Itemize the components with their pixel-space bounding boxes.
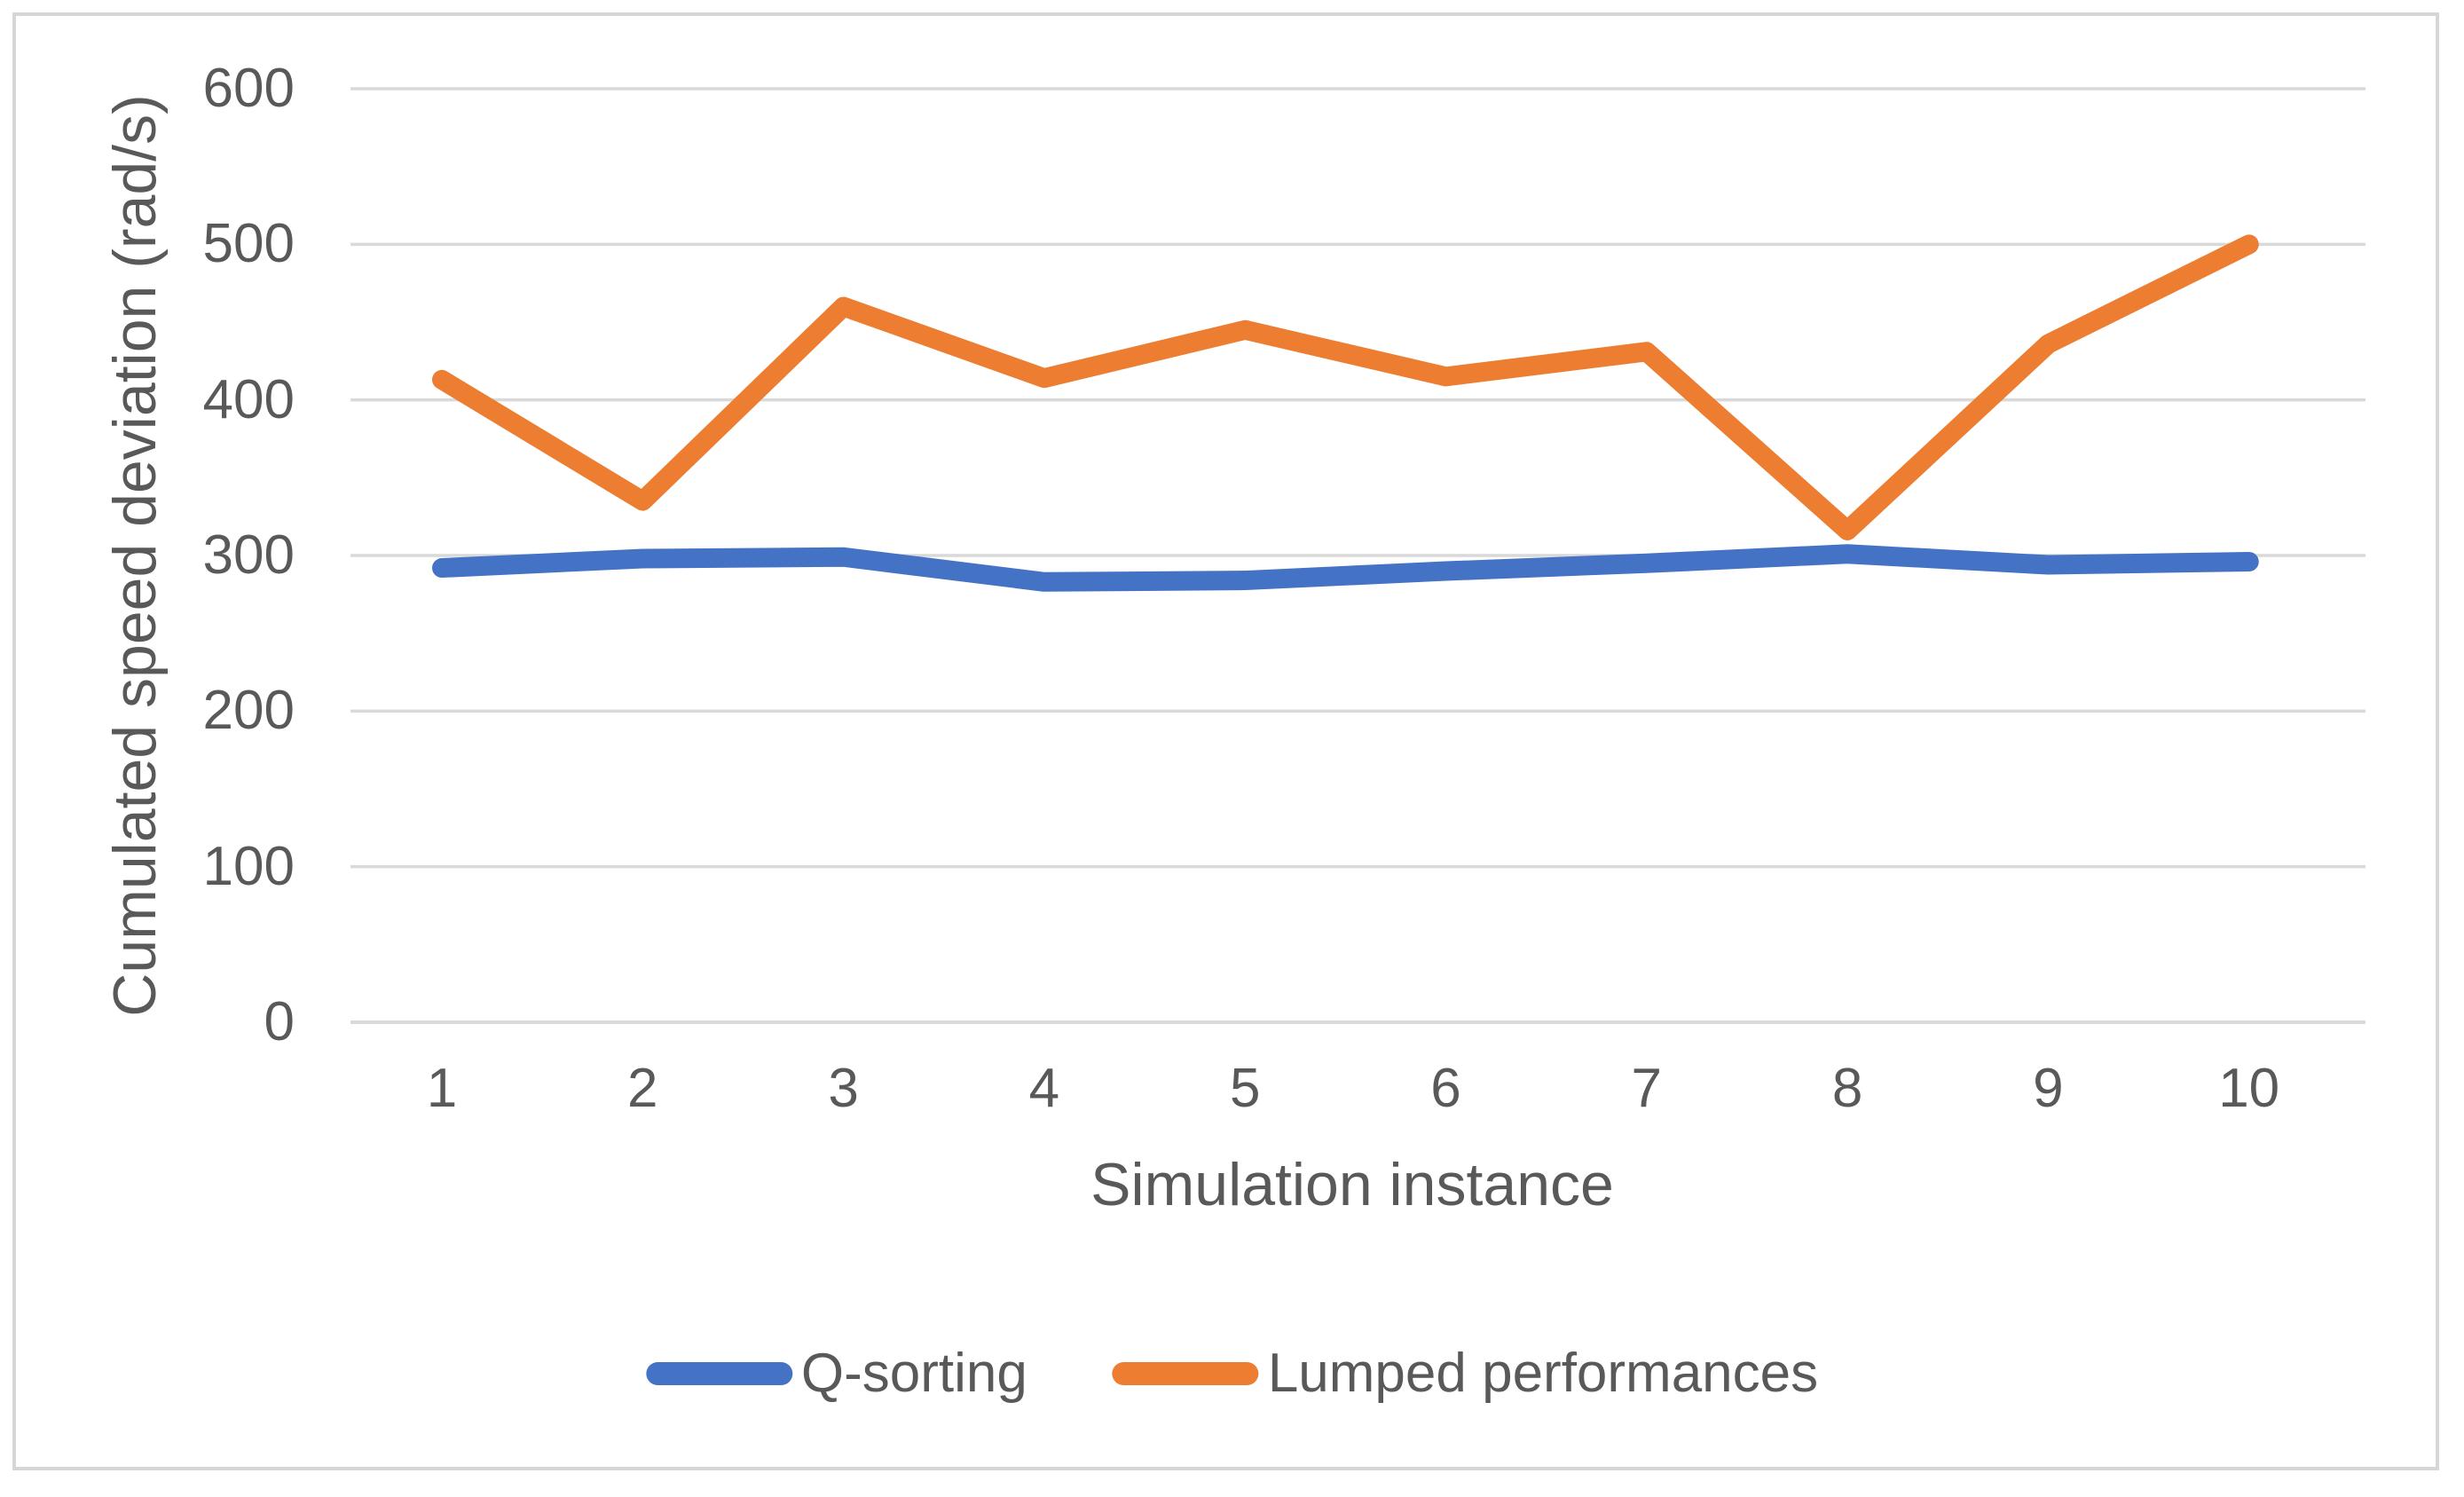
y-tick-label: 300 <box>202 524 295 586</box>
legend-swatch-icon <box>645 1361 792 1385</box>
x-tick-label: 2 <box>627 1058 658 1119</box>
x-tick-label: 6 <box>1430 1058 1461 1119</box>
x-axis-title: Simulation instance <box>1090 1151 1614 1218</box>
x-tick-label: 3 <box>828 1058 859 1119</box>
x-tick-label: 7 <box>1631 1058 1663 1119</box>
chart-frame <box>12 12 2439 1470</box>
x-tick-label: 9 <box>2033 1058 2064 1119</box>
legend: Q-sorting Lumped performances <box>645 1342 1819 1405</box>
x-tick-label: 1 <box>426 1058 458 1119</box>
series-line-lumped-performances <box>432 234 2259 540</box>
series-line-q-sorting <box>432 544 2259 592</box>
legend-item-q-sorting: Q-sorting <box>645 1342 1027 1405</box>
legend-label: Lumped performances <box>1267 1343 1819 1404</box>
y-tick-label: 100 <box>202 835 295 897</box>
y-tick-label: 200 <box>202 680 295 742</box>
legend-item-lumped-performances: Lumped performances <box>1112 1342 1819 1405</box>
x-tick-label: 5 <box>1229 1058 1261 1119</box>
y-tick-label: 0 <box>264 991 295 1052</box>
y-tick-label: 500 <box>202 213 295 275</box>
y-tick-label: 400 <box>202 368 295 430</box>
x-tick-label: 10 <box>2218 1058 2280 1119</box>
x-tick-label: 4 <box>1028 1058 1060 1119</box>
y-tick-label: 600 <box>202 58 295 119</box>
legend-label: Q-sorting <box>800 1343 1027 1404</box>
x-tick-label: 8 <box>1831 1058 1863 1119</box>
legend-swatch-icon <box>1112 1361 1259 1385</box>
